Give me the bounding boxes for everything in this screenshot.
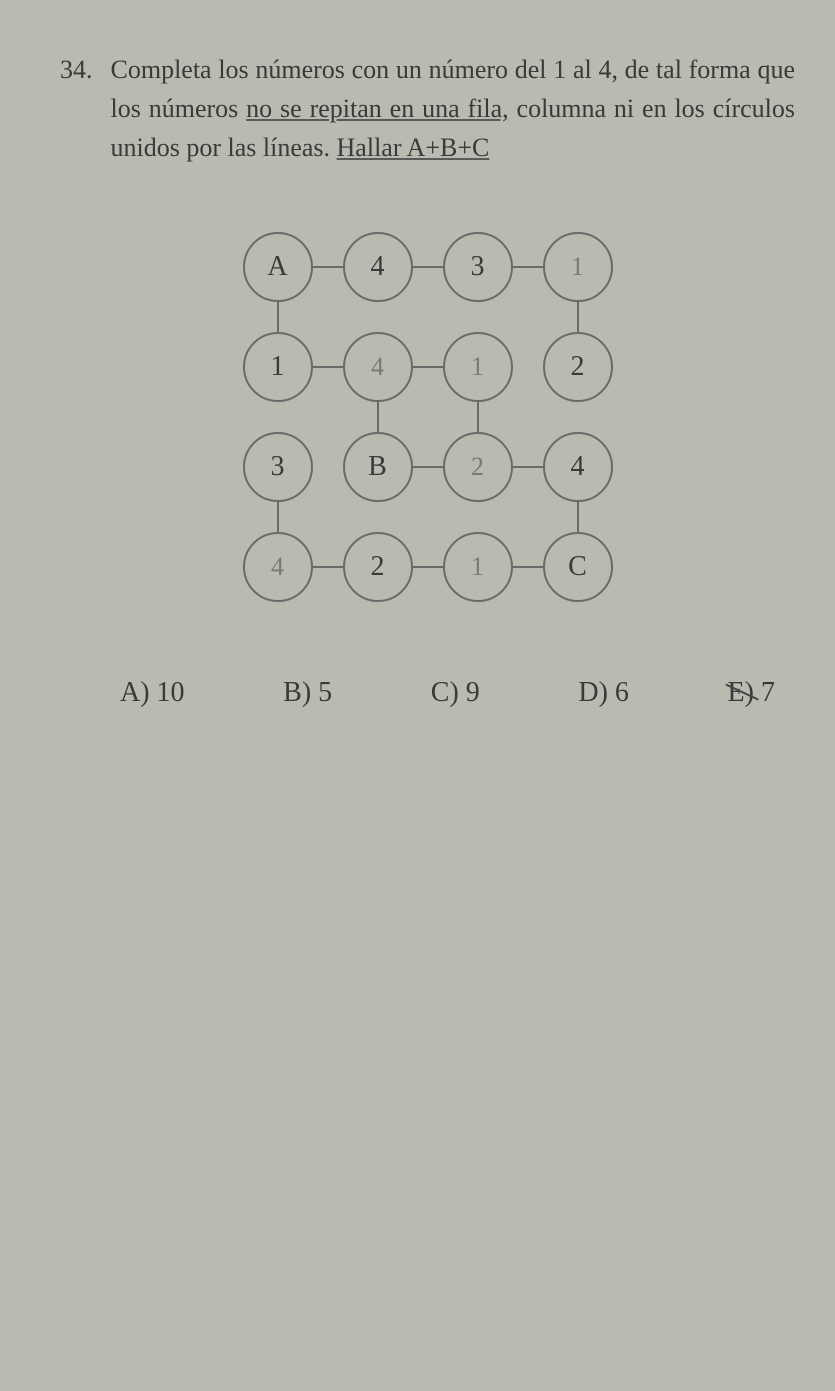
grid-cell: A xyxy=(243,232,313,302)
question-number: 34. xyxy=(60,50,93,89)
option-a: A) 10 xyxy=(120,677,185,709)
answer-options: A) 10 B) 5 C) 9 D) 6 E) 7 xyxy=(60,677,795,709)
grid-cell: 2 xyxy=(343,532,413,602)
grid-cell: 4 xyxy=(343,332,413,402)
option-c: C) 9 xyxy=(431,677,480,709)
option-d: D) 6 xyxy=(578,677,629,709)
grid-cell: C xyxy=(543,532,613,602)
grid-cell: 1 xyxy=(543,232,613,302)
grid-cell: 4 xyxy=(543,432,613,502)
qtext-u2: Hallar A+B+C xyxy=(337,133,490,162)
grid-cell: 1 xyxy=(243,332,313,402)
page: 34. Completa los números con un número d… xyxy=(0,0,835,749)
grid-cell: 1 xyxy=(443,532,513,602)
grid-cell: 2 xyxy=(443,432,513,502)
option-e: E) 7 xyxy=(728,677,775,709)
grid-cell: 4 xyxy=(343,232,413,302)
puzzle-grid: A43114123B24421C xyxy=(228,217,628,617)
grid-cell: 2 xyxy=(543,332,613,402)
option-b: B) 5 xyxy=(283,677,332,709)
grid-wrapper: A43114123B24421C xyxy=(60,217,795,617)
grid-cell: B xyxy=(343,432,413,502)
grid-cell: 3 xyxy=(443,232,513,302)
grid-cell: 3 xyxy=(243,432,313,502)
grid-cell: 1 xyxy=(443,332,513,402)
qtext-u1: no se repitan en una fila, xyxy=(246,94,508,123)
question-text: Completa los números con un número del 1… xyxy=(111,50,796,167)
grid-cell: 4 xyxy=(243,532,313,602)
question-block: 34. Completa los números con un número d… xyxy=(60,50,795,167)
